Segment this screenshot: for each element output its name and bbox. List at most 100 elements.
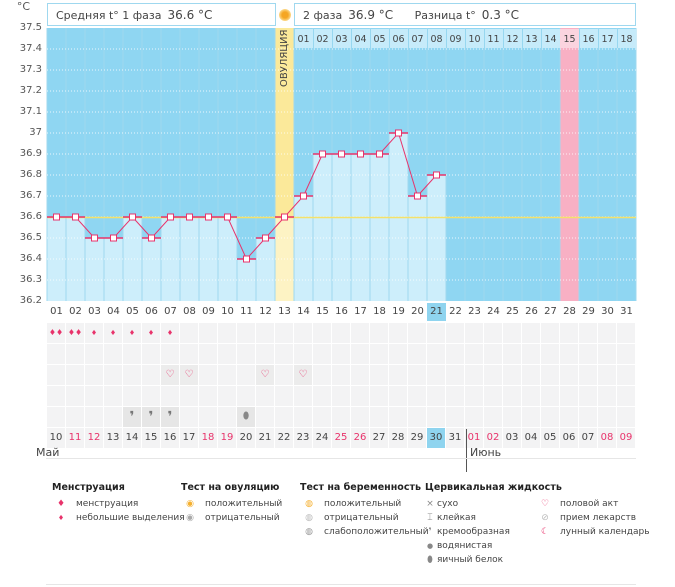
marker-cell[interactable] xyxy=(104,386,122,406)
marker-cell[interactable] xyxy=(142,344,160,364)
marker-cell[interactable] xyxy=(389,386,407,406)
marker-cell[interactable] xyxy=(465,323,483,343)
calendar-date[interactable]: 21 xyxy=(256,428,274,448)
marker-cell[interactable] xyxy=(617,407,635,427)
marker-cell[interactable] xyxy=(465,386,483,406)
marker-cell[interactable] xyxy=(484,323,502,343)
marker-cell[interactable]: ♡ xyxy=(180,365,198,385)
marker-cell[interactable] xyxy=(47,344,65,364)
marker-cell[interactable] xyxy=(351,323,369,343)
marker-cell[interactable] xyxy=(351,365,369,385)
marker-cell[interactable] xyxy=(351,386,369,406)
cycle-day-number[interactable]: 29 xyxy=(582,306,595,317)
cycle-day-number[interactable]: 06 xyxy=(145,306,158,317)
marker-cell[interactable] xyxy=(560,344,578,364)
marker-cell[interactable] xyxy=(503,323,521,343)
marker-cell[interactable] xyxy=(484,365,502,385)
marker-cell[interactable] xyxy=(408,365,426,385)
cycle-day-number[interactable]: 11 xyxy=(240,306,253,317)
marker-cell[interactable] xyxy=(256,407,274,427)
marker-cell[interactable] xyxy=(408,407,426,427)
cycle-day-number[interactable]: 30 xyxy=(601,306,614,317)
calendar-date[interactable]: 18 xyxy=(199,428,217,448)
marker-cell[interactable] xyxy=(351,407,369,427)
marker-cell[interactable] xyxy=(541,407,559,427)
cycle-day-number[interactable]: 27 xyxy=(544,306,557,317)
marker-cell[interactable] xyxy=(522,323,540,343)
marker-cell[interactable] xyxy=(180,344,198,364)
calendar-date[interactable]: 20 xyxy=(237,428,255,448)
marker-cell[interactable]: ♡ xyxy=(161,365,179,385)
marker-cell[interactable] xyxy=(332,386,350,406)
cycle-day-number[interactable]: 19 xyxy=(392,306,405,317)
marker-cell[interactable] xyxy=(617,365,635,385)
marker-cell[interactable] xyxy=(370,407,388,427)
calendar-date[interactable]: 07 xyxy=(579,428,597,448)
calendar-date[interactable]: 17 xyxy=(180,428,198,448)
marker-cell[interactable] xyxy=(275,344,293,364)
marker-cell[interactable] xyxy=(332,407,350,427)
calendar-date[interactable]: 05 xyxy=(541,428,559,448)
marker-cell[interactable] xyxy=(199,365,217,385)
marker-cell[interactable] xyxy=(332,344,350,364)
calendar-date[interactable]: 27 xyxy=(370,428,388,448)
marker-cell[interactable]: ♦ xyxy=(161,323,179,343)
marker-cell[interactable] xyxy=(294,344,312,364)
marker-cell[interactable] xyxy=(484,407,502,427)
marker-cell[interactable] xyxy=(446,407,464,427)
marker-cell[interactable] xyxy=(598,386,616,406)
marker-cell[interactable] xyxy=(370,323,388,343)
calendar-date[interactable]: 25 xyxy=(332,428,350,448)
cycle-day-number[interactable]: 15 xyxy=(316,306,329,317)
marker-cell[interactable] xyxy=(199,344,217,364)
cycle-day-number[interactable]: 09 xyxy=(202,306,215,317)
calendar-date[interactable]: 10 xyxy=(47,428,65,448)
marker-cell[interactable] xyxy=(161,344,179,364)
marker-cell[interactable] xyxy=(351,344,369,364)
marker-cell[interactable] xyxy=(579,323,597,343)
marker-cell[interactable] xyxy=(294,407,312,427)
marker-cell[interactable]: ♡ xyxy=(256,365,274,385)
marker-cell[interactable] xyxy=(446,365,464,385)
marker-cell[interactable]: ❜ xyxy=(161,407,179,427)
marker-cell[interactable]: ⬮ xyxy=(237,407,255,427)
marker-cell[interactable] xyxy=(560,323,578,343)
marker-cell[interactable] xyxy=(446,323,464,343)
calendar-date[interactable]: 24 xyxy=(313,428,331,448)
cycle-day-number[interactable]: 12 xyxy=(259,306,272,317)
cycle-day-number[interactable]: 03 xyxy=(88,306,101,317)
calendar-date[interactable]: 26 xyxy=(351,428,369,448)
calendar-date[interactable]: 01 xyxy=(465,428,483,448)
marker-cell[interactable] xyxy=(598,344,616,364)
marker-cell[interactable] xyxy=(66,386,84,406)
marker-cell[interactable] xyxy=(275,323,293,343)
marker-cell[interactable] xyxy=(370,386,388,406)
marker-cell[interactable] xyxy=(199,323,217,343)
cycle-day-number[interactable]: 08 xyxy=(183,306,196,317)
marker-cell[interactable] xyxy=(123,365,141,385)
cycle-day-number[interactable]: 16 xyxy=(335,306,348,317)
marker-cell[interactable] xyxy=(313,365,331,385)
marker-cell[interactable] xyxy=(503,407,521,427)
marker-cell[interactable] xyxy=(294,323,312,343)
marker-cell[interactable] xyxy=(560,407,578,427)
marker-cell[interactable] xyxy=(237,323,255,343)
marker-cell[interactable] xyxy=(256,386,274,406)
calendar-date[interactable]: 28 xyxy=(389,428,407,448)
calendar-date[interactable]: 23 xyxy=(294,428,312,448)
calendar-date[interactable]: 22 xyxy=(275,428,293,448)
marker-cell[interactable] xyxy=(503,365,521,385)
cycle-day-number[interactable]: 14 xyxy=(297,306,310,317)
marker-cell[interactable] xyxy=(85,407,103,427)
marker-cell[interactable] xyxy=(541,386,559,406)
cycle-day-number[interactable]: 23 xyxy=(468,306,481,317)
marker-cell[interactable] xyxy=(427,386,445,406)
marker-cell[interactable] xyxy=(313,407,331,427)
marker-cell[interactable] xyxy=(427,407,445,427)
marker-cell[interactable] xyxy=(313,323,331,343)
marker-cell[interactable] xyxy=(408,323,426,343)
marker-cell[interactable]: ♦ xyxy=(123,323,141,343)
marker-cell[interactable] xyxy=(66,344,84,364)
cycle-day-number[interactable]: 26 xyxy=(525,306,538,317)
marker-cell[interactable] xyxy=(617,323,635,343)
